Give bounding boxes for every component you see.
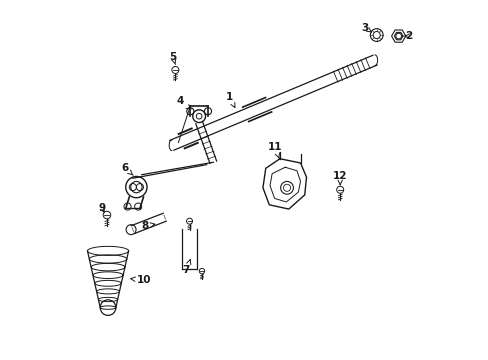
Text: 2: 2 — [404, 31, 411, 41]
Text: 4: 4 — [176, 96, 191, 109]
Text: 6: 6 — [121, 163, 133, 175]
Text: 12: 12 — [332, 171, 347, 185]
Text: 10: 10 — [130, 275, 151, 285]
Text: 11: 11 — [267, 143, 282, 158]
Text: 8: 8 — [141, 221, 155, 231]
Text: 1: 1 — [225, 92, 234, 108]
Text: 5: 5 — [169, 51, 176, 64]
Text: 3: 3 — [361, 23, 371, 33]
Text: 7: 7 — [183, 260, 190, 275]
Text: 9: 9 — [98, 203, 105, 213]
